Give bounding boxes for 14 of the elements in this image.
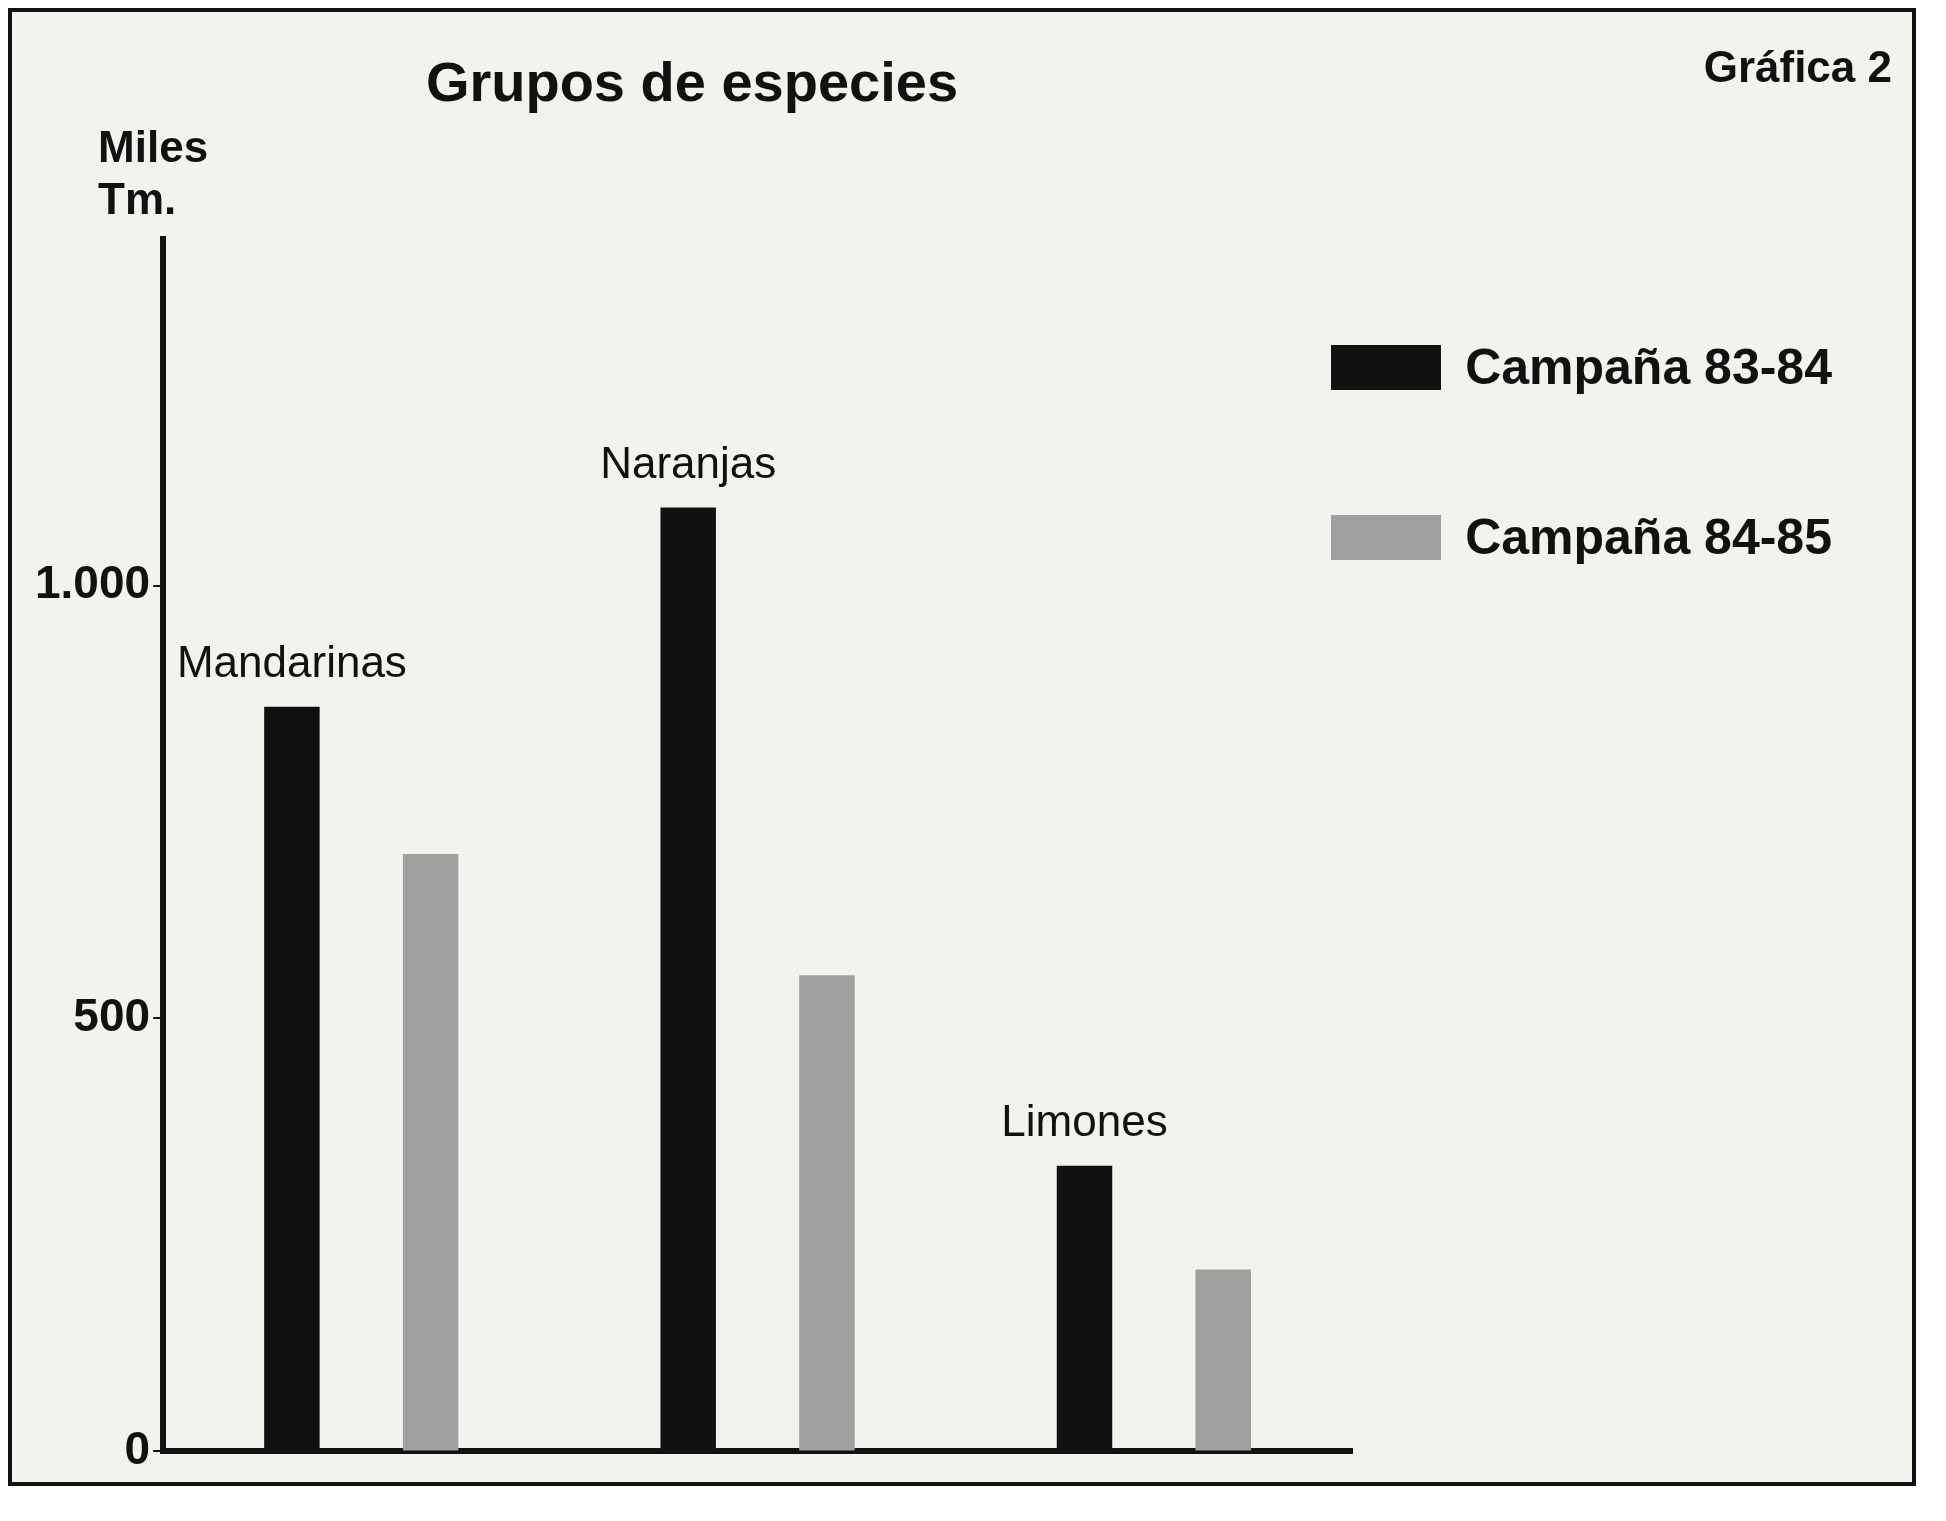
x-tick-label: Naranjas	[600, 437, 777, 487]
y-tick-label: 500	[73, 989, 151, 1042]
bar	[1195, 1269, 1251, 1451]
legend-label: Campaña 83-84	[1465, 338, 1832, 396]
legend-label: Campaña 84-85	[1465, 508, 1832, 566]
x-tick-label: Mandarinas	[176, 636, 407, 686]
x-tick-label: Limones	[1001, 1095, 1168, 1145]
bar	[402, 853, 459, 1451]
y-axis-title: Miles Tm.	[98, 122, 209, 224]
chart-title: Grupos de especies	[425, 50, 959, 114]
bar	[799, 975, 855, 1451]
text: Gráfica 2	[1703, 42, 1892, 92]
y-tick-label: 0	[124, 1422, 151, 1475]
y-tick-label: 1.000	[34, 556, 151, 609]
